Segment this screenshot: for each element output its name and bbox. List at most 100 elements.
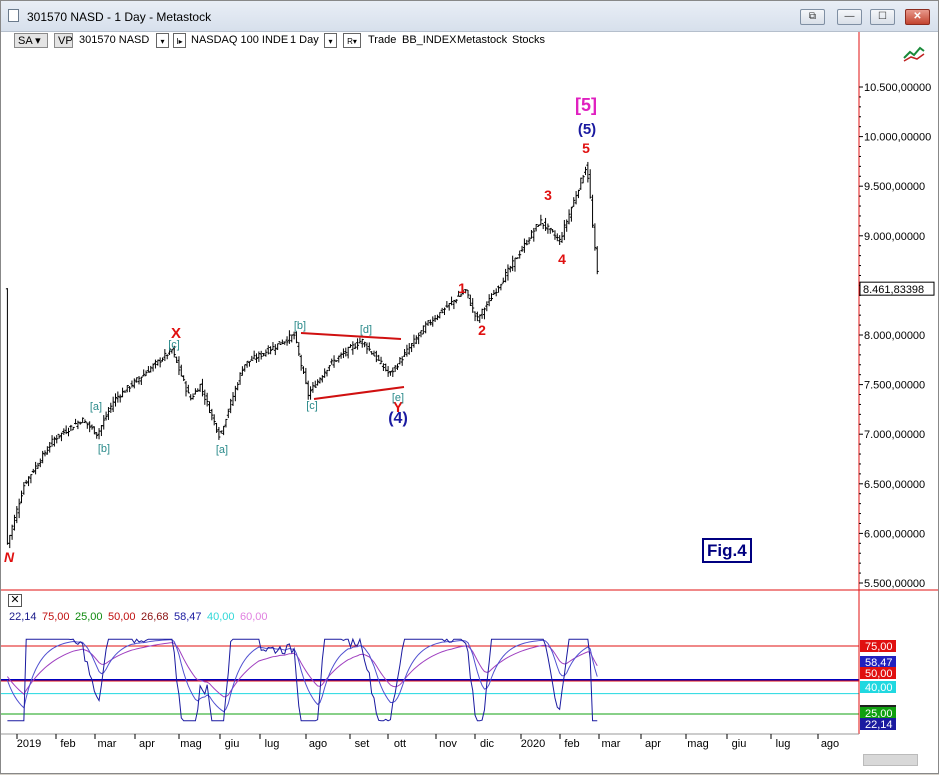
ohlc-bar — [421, 325, 425, 335]
title-bar[interactable]: 301570 NASD - 1 Day - Metastock ⧉ — ☐ ✕ — [1, 1, 938, 32]
ohlc-bar — [222, 425, 226, 436]
timeframe-dropdown-icon[interactable]: ▾ — [324, 33, 337, 48]
index-toggle-icon[interactable]: I▸ — [173, 33, 186, 48]
ohlc-bar — [334, 360, 338, 362]
restore-button[interactable]: ⧉ — [800, 9, 825, 25]
ohlc-bar — [541, 223, 545, 230]
ohlc-bar — [158, 357, 162, 368]
ohlc-bar — [591, 194, 595, 228]
r-label: R — [347, 37, 353, 46]
ohlc-bar — [537, 224, 541, 227]
ohlc-bar — [170, 349, 174, 354]
trade-link[interactable]: Trade — [368, 34, 397, 46]
symbol-dropdown-icon[interactable]: ▾ — [156, 33, 169, 48]
ohlc-bar — [506, 264, 510, 281]
vp-button[interactable]: VP — [54, 33, 73, 48]
bb-index-link[interactable]: BB_INDEX — [402, 34, 457, 46]
osc-legend-value: 26,68 — [141, 611, 169, 623]
ohlc-bar — [139, 376, 143, 385]
ohlc-bar — [257, 351, 261, 362]
ohlc-bar — [34, 461, 38, 475]
ohlc-bar — [116, 391, 120, 403]
price-axis-label: 8.000,00000 — [864, 330, 925, 342]
wave-label: 5 — [582, 140, 590, 156]
ohlc-bar — [313, 380, 317, 388]
ohlc-bar — [360, 338, 364, 348]
ohlc-bar — [482, 307, 486, 320]
ohlc-bar — [468, 294, 472, 306]
osc-axis-badge — [860, 656, 896, 668]
ohlc-bar — [588, 169, 592, 199]
trend-chart-icon[interactable] — [903, 44, 925, 62]
ohlc-bar — [539, 214, 543, 226]
ohlc-bar — [20, 490, 24, 504]
ohlc-bar — [59, 432, 63, 442]
last-price-badge — [859, 281, 935, 296]
ohlc-bar — [57, 433, 61, 439]
price-axis-label: 7.000,00000 — [864, 429, 925, 441]
ohlc-bar — [175, 356, 179, 364]
ohlc-bar — [41, 450, 45, 464]
osc-legend-value: 75,00 — [42, 611, 70, 623]
ohlc-bar — [475, 311, 479, 322]
ohlc-bar — [584, 166, 588, 176]
ohlc-bar — [226, 408, 230, 419]
minimize-button[interactable]: — — [837, 9, 862, 25]
ohlc-bar — [452, 299, 456, 310]
ohlc-bar — [245, 360, 249, 368]
ohlc-bar — [572, 197, 576, 207]
horizontal-scrollbar[interactable] — [863, 754, 918, 766]
month-label: apr — [645, 738, 661, 750]
price-axis-label: 10.500,00000 — [864, 82, 931, 94]
ohlc-bar — [428, 319, 432, 326]
ohlc-bar — [341, 348, 345, 359]
ohlc-bar — [325, 369, 329, 377]
ohlc-bar — [83, 419, 87, 424]
ohlc-bar — [574, 191, 578, 205]
axes: 10.500,00000 10.000,00000 9.500,00000 9.000… — [1, 32, 938, 750]
metastock-link[interactable]: Metastock — [457, 34, 508, 46]
ohlc-bar — [198, 383, 202, 392]
ohlc-bar — [236, 382, 240, 391]
month-label: ago — [309, 738, 327, 750]
ohlc-bar — [351, 341, 355, 355]
osc-legend-value: 58,47 — [174, 611, 202, 623]
ohlc-bar — [569, 206, 573, 222]
close-button[interactable]: ✕ — [905, 9, 930, 25]
r-dropdown[interactable]: R▾ — [343, 33, 361, 48]
close-icon[interactable]: ✕ — [8, 594, 22, 607]
month-label: set — [355, 738, 370, 750]
maximize-button[interactable]: ☐ — [870, 9, 895, 25]
month-label: ott — [394, 738, 406, 750]
ohlc-bar — [125, 385, 129, 393]
ohlc-bar — [294, 331, 298, 344]
ohlc-bar — [233, 385, 237, 402]
ohlc-bar — [332, 355, 336, 368]
sa-label: SA — [18, 35, 33, 47]
ohlc-bar — [240, 366, 244, 376]
ohlc-bar — [414, 335, 418, 345]
month-label: lug — [776, 738, 791, 750]
ohlc-bar — [278, 341, 282, 345]
sa-dropdown[interactable]: SA ▾ — [14, 33, 48, 48]
ohlc-bar — [215, 422, 219, 433]
osc-legend-value: 22,14 — [9, 611, 37, 623]
osc-axis-badge — [860, 718, 896, 730]
ohlc-bar — [262, 353, 266, 357]
month-label: mag — [687, 738, 708, 750]
ohlc-bar — [497, 285, 501, 293]
ohlc-bar — [69, 424, 73, 432]
ohlc-bar — [55, 435, 59, 444]
stocks-link[interactable]: Stocks — [512, 34, 546, 46]
ohlc-bar — [381, 363, 385, 371]
symbol-label: 301570 NASD — [79, 34, 150, 46]
ohlc-bar — [560, 231, 564, 243]
ohlc-bar — [304, 367, 308, 385]
ohlc-bar — [299, 354, 303, 371]
ohlc-bar — [487, 294, 491, 307]
ohlc-bar — [132, 378, 136, 389]
wave-label: N — [4, 549, 15, 565]
